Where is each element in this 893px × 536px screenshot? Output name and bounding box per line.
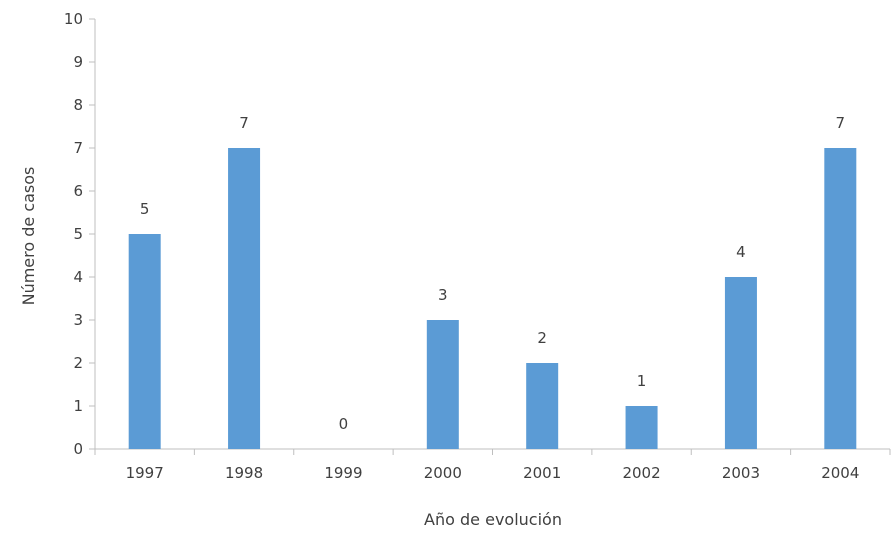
y-tick-label: 1 <box>73 397 83 415</box>
bar <box>526 363 559 449</box>
bars <box>128 148 857 449</box>
data-label: 7 <box>836 114 846 132</box>
bar <box>625 406 658 449</box>
bar <box>128 234 161 449</box>
y-tick-label: 10 <box>64 10 83 28</box>
y-tick-label: 4 <box>73 268 83 286</box>
y-tick-label: 8 <box>73 96 83 114</box>
x-tick-label: 1997 <box>126 464 164 482</box>
x-tick-label: 2001 <box>523 464 561 482</box>
y-tick-label: 9 <box>73 53 83 71</box>
data-label: 7 <box>239 114 249 132</box>
bar <box>228 148 261 449</box>
x-tick-label: 1999 <box>324 464 362 482</box>
x-tick-label: 2000 <box>424 464 462 482</box>
y-tick-label: 0 <box>73 440 83 458</box>
bar <box>824 148 857 449</box>
x-tick-label: 2004 <box>821 464 859 482</box>
y-tick-label: 2 <box>73 354 83 372</box>
x-axis: 1997 1998 1999 2000 2001 2002 2003 2004 <box>94 448 891 482</box>
data-label: 0 <box>339 415 349 433</box>
x-axis-title: Año de evolución <box>424 510 562 529</box>
y-tick-label: 7 <box>73 139 83 157</box>
x-tick-label: 2002 <box>622 464 660 482</box>
y-tick-label: 6 <box>73 182 83 200</box>
x-tick-label: 1998 <box>225 464 263 482</box>
data-label: 2 <box>537 329 547 347</box>
data-label: 3 <box>438 286 448 304</box>
data-labels: 5 7 0 3 2 1 4 7 <box>140 114 845 433</box>
y-axis-title: Número de casos <box>19 167 38 306</box>
x-tick-label: 2003 <box>722 464 760 482</box>
data-label: 4 <box>736 243 746 261</box>
data-label: 1 <box>637 372 647 390</box>
y-tick-label: 5 <box>73 225 83 243</box>
bar <box>724 277 757 449</box>
y-axis: 0 1 2 3 4 5 6 7 8 9 10 <box>64 10 96 458</box>
data-label: 5 <box>140 200 150 218</box>
y-tick-label: 3 <box>73 311 83 329</box>
bar <box>426 320 459 449</box>
